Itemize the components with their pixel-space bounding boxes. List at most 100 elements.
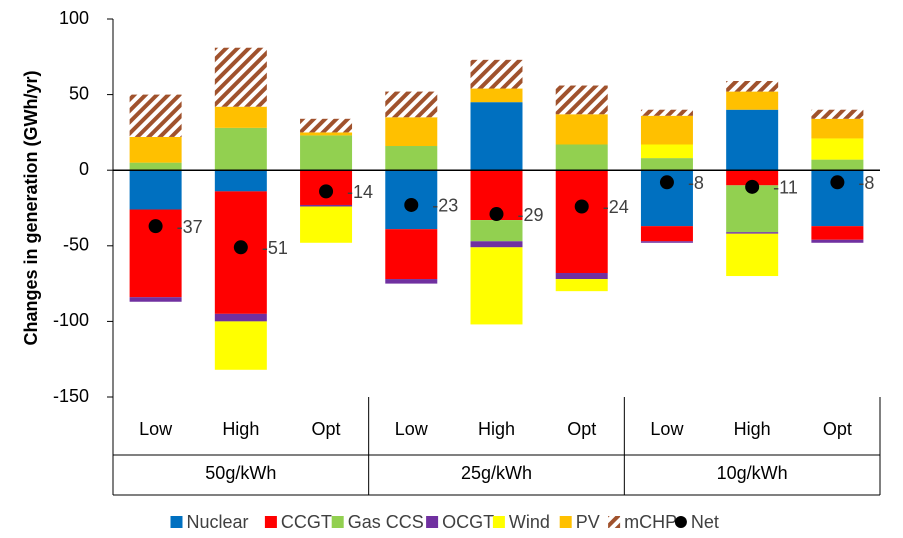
bar-segment	[555, 85, 608, 115]
bar-segment	[300, 132, 353, 136]
net-point	[745, 179, 760, 194]
y-tick-label: -100	[53, 310, 89, 330]
net-label: -8	[858, 173, 874, 193]
bar-segment	[385, 146, 438, 171]
legend-label: PV	[576, 512, 600, 532]
x-tick-label: Low	[395, 419, 429, 439]
bar-segment	[555, 170, 608, 274]
bar-segment	[470, 241, 523, 248]
group-label: 50g/kWh	[205, 463, 276, 483]
bar-segment	[129, 162, 182, 171]
bar-segment	[811, 226, 864, 240]
net-point	[148, 219, 163, 234]
legend-marker	[492, 516, 505, 528]
y-tick-label: -150	[53, 386, 89, 406]
bar-segment	[470, 247, 523, 325]
legend-label: Nuclear	[187, 512, 249, 532]
bar-segment	[811, 118, 864, 139]
legend-marker	[426, 516, 439, 528]
bar-segment	[300, 206, 353, 243]
y-tick-label: 50	[69, 83, 89, 103]
net-point	[659, 175, 674, 190]
bar-segment	[214, 47, 267, 107]
legend-marker	[264, 516, 277, 528]
y-tick-label: -50	[63, 235, 89, 255]
bar-segment	[385, 117, 438, 147]
bar-segment	[555, 273, 608, 280]
x-tick-label: Low	[139, 419, 173, 439]
bar-segment	[300, 135, 353, 171]
bar-segment	[470, 220, 523, 242]
bar-segment	[214, 321, 267, 370]
net-label: -37	[177, 217, 203, 237]
bar-segment	[129, 297, 182, 302]
net-label: -23	[432, 196, 458, 216]
bar-segment	[214, 313, 267, 322]
bar-segment	[726, 232, 779, 234]
x-tick-label: High	[734, 419, 771, 439]
bar-segment	[555, 279, 608, 292]
bar-segment	[640, 241, 693, 243]
bar-segment	[811, 239, 864, 243]
legend-label: CCGT	[281, 512, 332, 532]
bar-segment	[811, 109, 864, 119]
y-axis-title: Changes in generation (GWh/yr)	[21, 70, 41, 345]
x-tick-label: Opt	[823, 419, 852, 439]
x-tick-label: Opt	[312, 419, 341, 439]
legend-label: Net	[691, 512, 719, 532]
x-tick-label: Low	[650, 419, 684, 439]
net-label: -24	[603, 197, 629, 217]
bar-segment	[811, 138, 864, 160]
bar-segment	[470, 59, 523, 89]
bar-segment	[640, 115, 693, 145]
bar-segment	[555, 114, 608, 145]
bar-segment	[385, 279, 438, 284]
bar-segment	[640, 144, 693, 159]
group-label: 10g/kWh	[717, 463, 788, 483]
net-label: -11	[773, 178, 798, 198]
legend-marker	[559, 516, 572, 528]
bar-segment	[726, 109, 779, 171]
bar-segment	[640, 109, 693, 116]
bar-segment	[470, 102, 523, 171]
legend-label: mCHP	[624, 512, 677, 532]
net-label: -14	[347, 182, 373, 202]
net-point	[404, 197, 419, 212]
bar-segment	[214, 106, 267, 128]
bar-segment	[129, 94, 182, 137]
net-point	[319, 184, 334, 199]
bar-segment	[640, 158, 693, 171]
net-point	[574, 199, 589, 214]
bar-segment	[470, 88, 523, 103]
group-label: 25g/kWh	[461, 463, 532, 483]
legend-marker	[331, 516, 344, 528]
net-label: -29	[518, 205, 544, 225]
bar-segment	[129, 136, 182, 163]
net-point	[233, 240, 248, 255]
net-point	[489, 207, 504, 222]
bar-segment	[300, 204, 353, 207]
bar-segment	[385, 91, 438, 118]
bar-segment	[385, 229, 438, 280]
bar-segment	[726, 233, 779, 277]
x-tick-label: Opt	[567, 419, 596, 439]
legend-label: Gas CCS	[348, 512, 424, 532]
bar-segment	[811, 159, 864, 171]
bar-segment	[726, 91, 779, 110]
bar-segment	[726, 170, 779, 186]
bar-segment	[640, 226, 693, 242]
bar-segment	[129, 170, 182, 210]
legend-marker	[674, 516, 687, 528]
x-tick-label: High	[478, 419, 515, 439]
bar-segment	[555, 144, 608, 171]
y-tick-label: 100	[59, 8, 89, 28]
legend-marker	[170, 516, 183, 528]
legend-label: Wind	[509, 512, 550, 532]
net-point	[830, 175, 845, 190]
bar-segment	[300, 118, 353, 133]
legend-marker	[608, 516, 621, 528]
y-tick-label: 0	[79, 159, 89, 179]
x-tick-label: High	[222, 419, 259, 439]
